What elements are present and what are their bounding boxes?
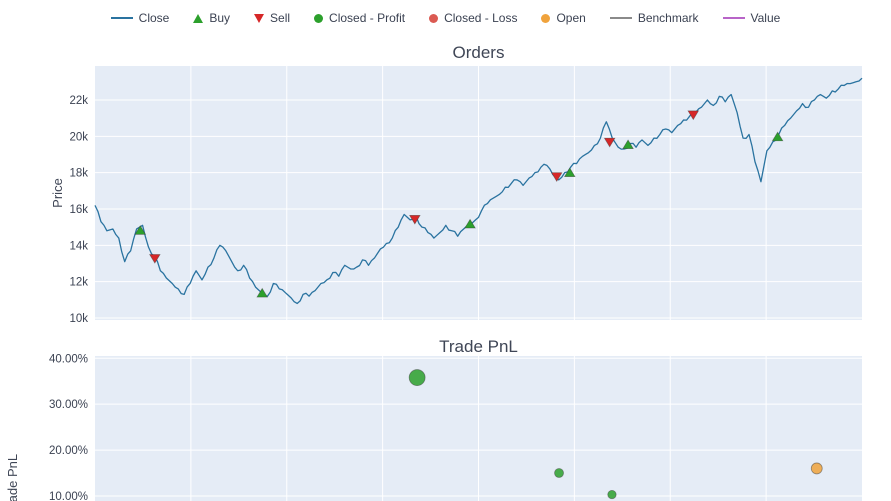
legend-label: Closed - Loss — [444, 11, 518, 25]
sell-marker[interactable] — [603, 137, 616, 148]
legend-item-benchmark[interactable]: Benchmark — [609, 11, 699, 25]
buy-marker[interactable] — [464, 218, 476, 229]
legend-item-closed-loss[interactable]: Closed - Loss — [429, 11, 517, 25]
legend-item-open[interactable]: Open — [541, 11, 586, 25]
orders-y-tick-label: 16k — [69, 204, 88, 216]
open-trade-point[interactable] — [810, 462, 823, 475]
triangle-down-icon — [254, 13, 265, 23]
sell-marker[interactable] — [687, 110, 700, 121]
circle-icon — [541, 13, 551, 23]
buy-marker[interactable] — [256, 287, 269, 298]
legend-item-sell[interactable]: Sell — [254, 11, 290, 25]
legend-label: Closed - Profit — [329, 11, 406, 25]
trade-pnl-chart-title: Trade PnL — [439, 337, 518, 356]
line-swatch-icon — [110, 17, 133, 19]
trade-pnl-y-tick-label: 30.00% — [49, 399, 88, 411]
closed-profit-trade-point[interactable] — [607, 489, 617, 500]
orders-y-tick-label: 22k — [69, 95, 88, 107]
legend-item-buy[interactable]: Buy — [193, 11, 230, 25]
closed-profit-trade-point[interactable] — [408, 369, 426, 386]
buy-marker[interactable] — [622, 139, 634, 149]
trade-pnl-y-tick-label: 10.00% — [49, 491, 88, 501]
circle-icon — [314, 13, 324, 23]
legend-item-closed-profit[interactable]: Closed - Profit — [314, 11, 405, 25]
circle-icon — [429, 13, 439, 23]
price-axis-title: Price — [50, 178, 65, 208]
legend-item-value[interactable]: Value — [722, 11, 781, 25]
chart-legend: Close Buy Sell Closed - Profit Closed - Loss… — [0, 6, 891, 30]
sell-marker[interactable] — [550, 172, 563, 182]
sell-marker[interactable] — [409, 215, 421, 225]
trade-pnl-axis-title: Trade PnL — [5, 453, 20, 501]
sell-marker[interactable] — [149, 254, 161, 264]
closed-profit-trade-point[interactable] — [554, 468, 564, 478]
orders-y-tick-label: 14k — [69, 240, 88, 252]
legend-label: Close — [138, 11, 170, 25]
orders-y-tick-label: 18k — [69, 168, 88, 180]
buy-marker[interactable] — [134, 225, 147, 235]
orders-y-tick-label: 20k — [69, 131, 88, 143]
buy-marker[interactable] — [563, 167, 576, 177]
orders-y-tick-label: 10k — [69, 313, 88, 325]
orders-y-tick-label: 12k — [69, 277, 88, 289]
legend-label: Buy — [209, 11, 231, 25]
legend-label: Sell — [270, 11, 291, 25]
orders-chart-title: Orders — [452, 43, 505, 62]
line-swatch-icon — [609, 17, 632, 19]
legend-label: Benchmark — [637, 11, 699, 25]
trade-pnl-y-tick-label: 40.00% — [49, 353, 88, 365]
legend-label: Open — [556, 11, 586, 25]
legend-label: Value — [750, 11, 781, 25]
close-price-line — [94, 77, 863, 305]
legend-item-close[interactable]: Close — [110, 11, 170, 25]
triangle-up-icon — [193, 13, 204, 23]
line-swatch-icon — [722, 17, 745, 19]
trade-pnl-y-tick-label: 20.00% — [49, 445, 88, 457]
buy-marker[interactable] — [771, 131, 784, 142]
